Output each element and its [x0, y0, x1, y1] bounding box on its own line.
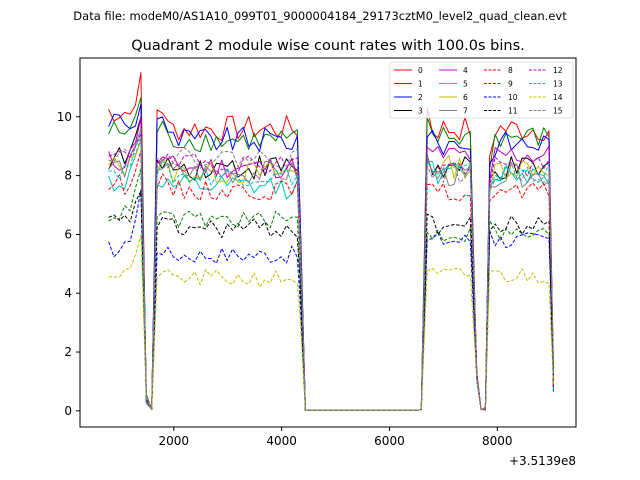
legend-label-14: 14 — [553, 93, 563, 102]
y-tick-label: 8 — [64, 169, 72, 183]
x-tick-label: 2000 — [159, 434, 190, 448]
chart-title: Quadrant 2 module wise count rates with … — [131, 38, 525, 54]
y-tick-label: 10 — [57, 110, 72, 124]
y-tick-label: 6 — [64, 227, 72, 241]
x-tick-label: 8000 — [482, 434, 513, 448]
legend-label-3: 3 — [418, 107, 423, 116]
series-layer — [108, 72, 554, 411]
y-tick-label: 4 — [64, 286, 72, 300]
legend-label-7: 7 — [463, 107, 468, 116]
chart-suptitle: Data file: modeM0/AS1A10_099T01_90000041… — [73, 9, 567, 23]
legend-label-12: 12 — [553, 66, 563, 75]
legend-label-5: 5 — [463, 80, 468, 89]
y-tick-label: 0 — [64, 404, 72, 418]
legend-label-6: 6 — [463, 93, 468, 102]
plot-frame — [79, 57, 577, 428]
legend-label-4: 4 — [463, 66, 468, 75]
y-tick-label: 2 — [64, 345, 72, 359]
legend-label-1: 1 — [418, 80, 423, 89]
legend-label-2: 2 — [418, 93, 423, 102]
legend-label-13: 13 — [553, 80, 563, 89]
x-offset-text: +3.5139e8 — [509, 454, 576, 468]
legend-box — [389, 61, 574, 119]
legend-label-9: 9 — [508, 80, 513, 89]
legend-label-11: 11 — [508, 107, 518, 116]
x-tick-label: 4000 — [266, 434, 297, 448]
series-line-15 — [108, 137, 554, 411]
legend-label-0: 0 — [418, 66, 423, 75]
legend-label-8: 8 — [508, 66, 513, 75]
legend-label-10: 10 — [508, 93, 518, 102]
axes-layer: 2000 4000 6000 8000 0 2 4 6 8 10 — [57, 110, 513, 448]
x-tick-label: 6000 — [374, 434, 405, 448]
series-line-8 — [108, 149, 554, 411]
legend-label-15: 15 — [553, 107, 563, 116]
